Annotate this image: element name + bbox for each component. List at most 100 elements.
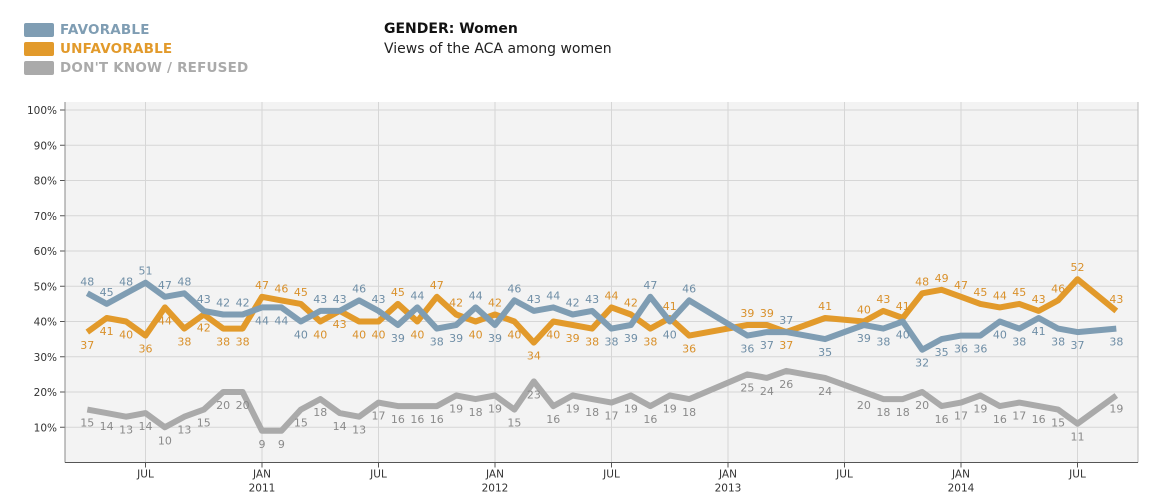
data-label: 16	[430, 413, 444, 426]
data-label: 20	[915, 399, 929, 412]
data-label: 42	[488, 296, 502, 309]
data-label: 43	[333, 293, 347, 306]
data-label: 44	[469, 289, 483, 302]
data-label: 38	[236, 336, 250, 349]
data-label: 40	[857, 304, 871, 317]
data-label: 41	[1032, 325, 1046, 338]
data-label: 40	[313, 329, 327, 342]
data-label: 26	[779, 378, 793, 391]
legend-item-dont-know[interactable]: DON'T KNOW / REFUSED	[24, 58, 248, 77]
data-label: 19	[488, 403, 502, 416]
legend-swatch	[24, 41, 54, 56]
data-label: 46	[274, 282, 288, 295]
series-line-don-t-know-refused	[86, 367, 1119, 434]
data-label: 16	[935, 413, 949, 426]
data-label: 48	[177, 275, 191, 288]
data-label: 38	[177, 336, 191, 349]
data-label: 40	[993, 329, 1007, 342]
data-label: 46	[352, 282, 366, 295]
data-label: 17	[1012, 410, 1026, 423]
data-label: 19	[1109, 403, 1123, 416]
data-label: 39	[391, 332, 405, 345]
data-label: 39	[740, 307, 754, 320]
data-label: 16	[1032, 413, 1046, 426]
data-label: 40	[507, 329, 521, 342]
data-label: 20	[857, 399, 871, 412]
data-label: 43	[585, 293, 599, 306]
data-label: 38	[1051, 336, 1065, 349]
x-tick-label: JUL	[136, 469, 154, 481]
y-tick-label: 70%	[34, 211, 57, 223]
legend-item-unfavorable[interactable]: UNFAVORABLE	[24, 39, 248, 58]
data-label: 18	[682, 406, 696, 419]
data-label: 40	[294, 329, 308, 342]
data-label: 46	[1051, 282, 1065, 295]
data-label: 39	[566, 332, 580, 345]
data-label: 44	[255, 314, 269, 327]
data-label: 9	[278, 438, 285, 451]
data-label: 38	[876, 336, 890, 349]
data-label: 40	[119, 329, 133, 342]
data-label: 15	[80, 417, 94, 430]
data-label: 16	[643, 413, 657, 426]
legend: FAVORABLE UNFAVORABLE DON'T KNOW / REFUS…	[24, 20, 248, 77]
data-label: 45	[391, 286, 405, 299]
data-label: 48	[915, 275, 929, 288]
data-label: 45	[294, 286, 308, 299]
data-label: 19	[624, 403, 638, 416]
data-label: 39	[449, 332, 463, 345]
y-tick-label: 60%	[34, 246, 57, 258]
data-label: 23	[527, 388, 541, 401]
data-label: 49	[935, 272, 949, 285]
data-label: 39	[488, 332, 502, 345]
data-label: 34	[527, 350, 541, 363]
data-label: 18	[313, 406, 327, 419]
x-tick-label: JUL	[602, 469, 620, 481]
data-label: 47	[255, 279, 269, 292]
data-label: 24	[818, 385, 832, 398]
data-label: 43	[197, 293, 211, 306]
x-tick-year: 2013	[715, 483, 742, 495]
x-tick-year: 2012	[482, 483, 509, 495]
data-label: 48	[119, 275, 133, 288]
data-label: 37	[1071, 339, 1085, 352]
data-label: 19	[663, 403, 677, 416]
data-label: 19	[566, 403, 580, 416]
data-label: 40	[546, 329, 560, 342]
data-label: 20	[236, 399, 250, 412]
data-label: 36	[954, 343, 968, 356]
data-label: 36	[682, 343, 696, 356]
data-label: 43	[876, 293, 890, 306]
legend-item-favorable[interactable]: FAVORABLE	[24, 20, 248, 39]
data-label: 42	[449, 296, 463, 309]
data-label: 18	[876, 406, 890, 419]
data-label: 43	[372, 293, 386, 306]
x-tick-year: 2014	[948, 483, 975, 495]
data-label: 38	[585, 336, 599, 349]
data-label: 51	[139, 265, 153, 278]
legend-label: FAVORABLE	[60, 21, 150, 38]
data-label: 17	[605, 410, 619, 423]
data-label: 38	[1109, 336, 1123, 349]
data-label: 38	[643, 336, 657, 349]
x-tick-label: JAN	[485, 469, 504, 481]
data-label: 46	[682, 282, 696, 295]
y-tick-label: 40%	[34, 317, 57, 329]
data-label: 42	[197, 321, 211, 334]
data-label: 19	[449, 403, 463, 416]
data-label: 15	[1051, 417, 1065, 430]
data-label: 40	[372, 329, 386, 342]
data-label: 43	[527, 293, 541, 306]
legend-swatch	[24, 60, 54, 75]
x-tick-year: 2011	[249, 483, 276, 495]
data-label: 47	[158, 279, 172, 292]
data-label: 38	[216, 336, 230, 349]
data-label: 13	[177, 424, 191, 437]
y-tick-label: 50%	[34, 281, 57, 293]
data-label: 40	[896, 329, 910, 342]
data-label: 14	[333, 420, 347, 433]
data-label: 44	[158, 314, 172, 327]
data-label: 19	[973, 403, 987, 416]
data-label: 17	[372, 410, 386, 423]
